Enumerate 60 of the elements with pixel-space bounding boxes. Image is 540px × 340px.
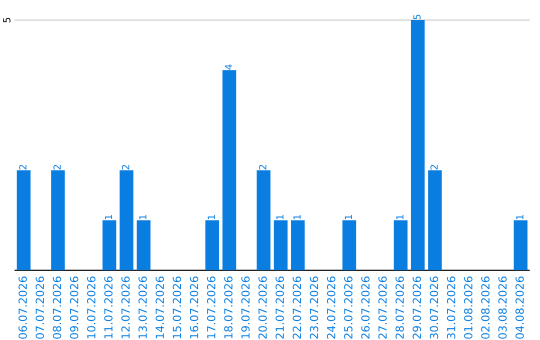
bar <box>222 70 236 270</box>
data-label: 2 <box>259 164 266 170</box>
x-tick-label: 19.07.2026 <box>241 276 250 338</box>
x-tick-label: 08.07.2026 <box>52 276 62 339</box>
bar <box>205 220 220 270</box>
x-tick-label: 25.07.2026 <box>344 276 352 339</box>
x-tick-label: 29.07.2026 <box>412 276 422 339</box>
bar <box>428 170 442 270</box>
data-label: 2 <box>19 164 26 170</box>
bar <box>514 220 528 270</box>
x-tick-label: 21.07.2026 <box>276 276 284 339</box>
x-tick-label: 16.07.2026 <box>190 276 198 338</box>
x-tick-label: 13.07.2026 <box>138 276 147 338</box>
data-label: 1 <box>139 214 146 220</box>
data-label: 1 <box>344 214 352 220</box>
x-tick-label: 07.07.2026 <box>36 276 44 339</box>
x-tick-label: 11.07.2026 <box>104 276 113 338</box>
data-label: 2 <box>53 164 61 170</box>
x-tick-label: 28.07.2026 <box>396 276 404 339</box>
x-tick-label: 02.08.2026 <box>481 276 490 339</box>
bar <box>51 170 65 270</box>
bar <box>291 220 305 270</box>
bar <box>342 220 356 270</box>
x-tick-label: 04.08.2026 <box>515 276 524 339</box>
bar <box>256 170 270 270</box>
x-tick-label: 27.07.2026 <box>378 276 387 339</box>
data-label: 2 <box>430 164 438 170</box>
x-tick-label: 20.07.2026 <box>258 276 267 339</box>
x-tick-label: 12.07.2026 <box>121 276 130 338</box>
data-label: 1 <box>396 214 404 220</box>
x-tick-label: 31.07.2026 <box>446 276 456 339</box>
x-tick-label: 18.07.2026 <box>224 276 233 338</box>
x-tick-label: 09.07.2026 <box>70 276 78 339</box>
x-tick-label: 01.08.2026 <box>464 276 472 339</box>
x-tick-label: 14.07.2026 <box>156 276 164 338</box>
x-tick-label: 10.07.2026 <box>87 276 96 338</box>
x-tick-label: 24.07.2026 <box>326 276 336 339</box>
bar <box>274 220 288 270</box>
bar <box>16 170 31 270</box>
data-label: 1 <box>104 214 112 220</box>
bar <box>410 20 425 270</box>
data-label: 1 <box>516 214 524 220</box>
x-tick-label: 26.07.2026 <box>361 276 370 339</box>
x-tick-label: 17.07.2026 <box>207 276 216 338</box>
data-label: 4 <box>224 64 232 70</box>
x-tick-label: 22.07.2026 <box>292 276 302 339</box>
data-label: 1 <box>208 214 215 220</box>
x-tick-label: 15.07.2026 <box>172 276 182 338</box>
data-label: 5 <box>413 14 421 20</box>
bar <box>120 170 134 270</box>
x-tick-label: 03.08.2026 <box>498 276 507 339</box>
x-tick-label: 06.07.2026 <box>18 276 27 339</box>
x-tick-label: 30.07.2026 <box>430 276 438 339</box>
data-label: 1 <box>276 214 284 220</box>
x-tick-label: 23.07.2026 <box>310 276 318 339</box>
bar <box>102 220 116 270</box>
bar <box>136 220 150 270</box>
data-label: 2 <box>122 164 130 170</box>
data-label: 1 <box>293 214 301 220</box>
bar <box>394 220 408 270</box>
